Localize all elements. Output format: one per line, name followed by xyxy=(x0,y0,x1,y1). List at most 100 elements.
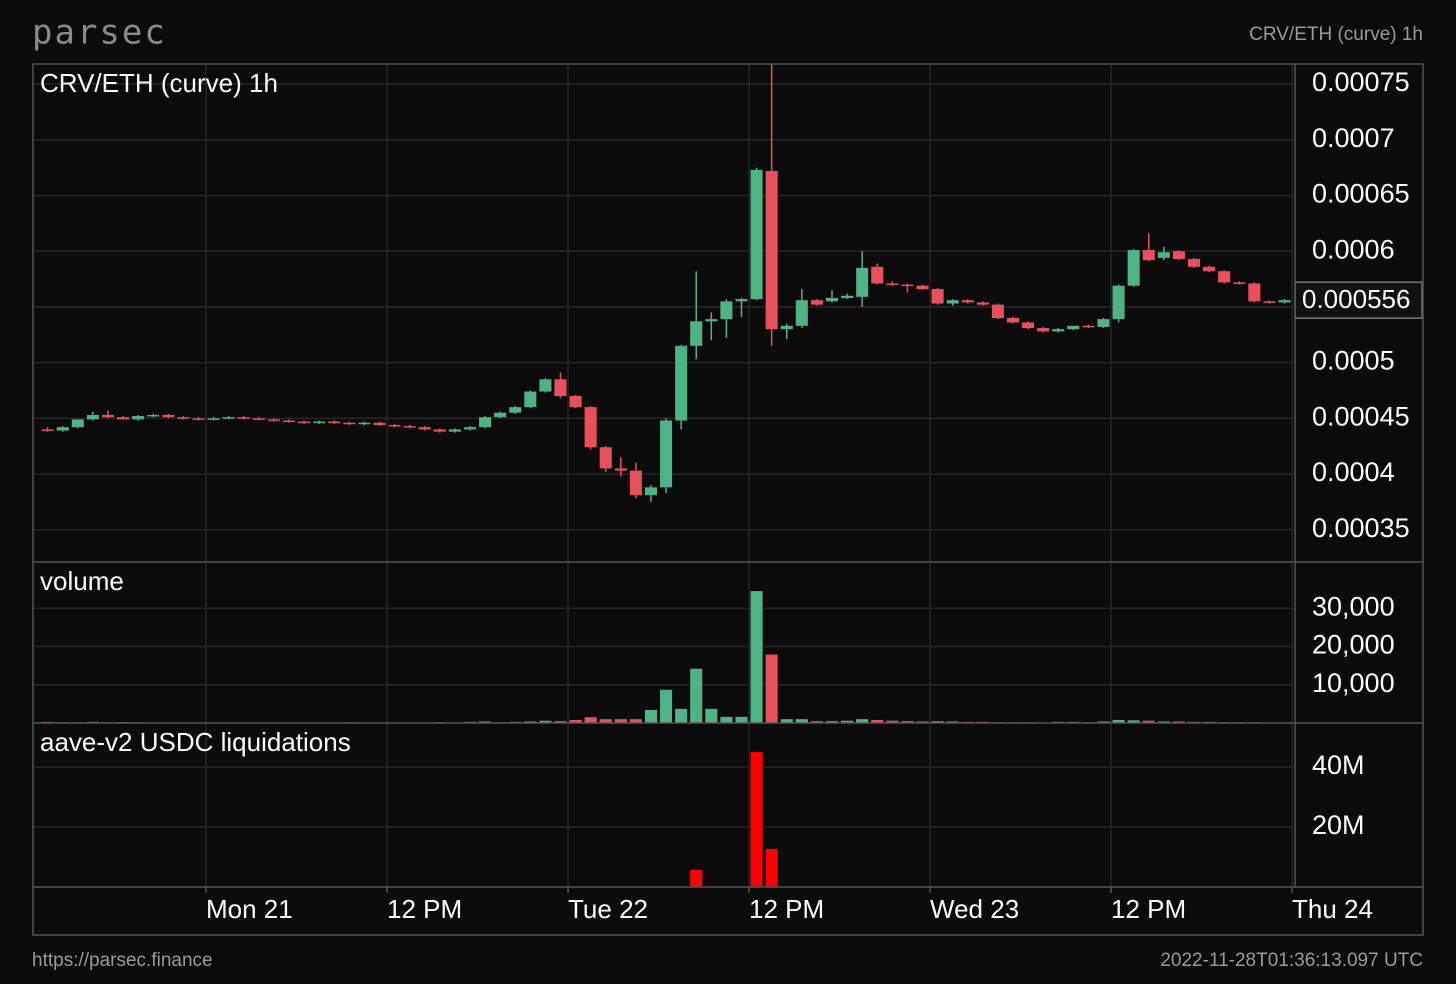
panel xyxy=(33,64,1294,562)
volume-bar xyxy=(1172,721,1185,723)
candle-body xyxy=(479,417,492,428)
y-tick-label: 0.0005 xyxy=(1312,346,1395,376)
x-tick-label: Mon 21 xyxy=(206,894,293,924)
x-tick-label: Thu 24 xyxy=(1292,894,1373,924)
volume-bar xyxy=(599,719,612,723)
candle-body xyxy=(448,429,461,432)
candle-body xyxy=(1172,251,1185,259)
y-tick-label: 0.0006 xyxy=(1312,234,1395,264)
candle-body xyxy=(569,396,582,408)
candle-body xyxy=(1082,325,1095,328)
y-tick-label: 40M xyxy=(1312,750,1365,780)
volume-bar xyxy=(1097,721,1110,723)
x-tick-label: Wed 23 xyxy=(930,894,1019,924)
volume-bar xyxy=(675,708,688,723)
candle-body xyxy=(403,426,416,428)
y-tick-label: 0.00075 xyxy=(1312,67,1410,97)
y-tick-label: 10,000 xyxy=(1312,668,1395,698)
candle-body xyxy=(252,418,265,420)
candle-body xyxy=(554,379,567,396)
candle-body xyxy=(901,284,914,287)
candle-body xyxy=(584,407,597,448)
candle-body xyxy=(343,422,356,425)
candle-body xyxy=(886,283,899,285)
volume-bar xyxy=(886,720,899,723)
volume-bar xyxy=(931,721,944,723)
candle-body xyxy=(690,321,703,346)
candle-body xyxy=(825,297,839,302)
candle-body xyxy=(463,427,477,430)
x-tick-label: 12 PM xyxy=(1111,894,1186,924)
candle-body xyxy=(946,300,959,304)
candle-body xyxy=(1052,329,1065,332)
candle-body xyxy=(41,429,54,431)
panel-title: aave-v2 USDC liquidations xyxy=(40,727,351,757)
candle-body xyxy=(86,414,99,420)
candle-body xyxy=(328,421,341,424)
volume-bar xyxy=(554,721,567,723)
liquidation-bar xyxy=(690,869,703,887)
candle-body xyxy=(1037,328,1050,332)
volume-bar xyxy=(810,721,823,723)
liquidation-bar xyxy=(765,848,778,887)
y-tick-label: 20M xyxy=(1312,810,1365,840)
candle-body xyxy=(795,300,808,326)
candle-body xyxy=(388,424,401,427)
candle-body xyxy=(1022,322,1035,329)
candle-body xyxy=(177,417,190,419)
candle-body xyxy=(222,417,235,419)
candle-body xyxy=(237,417,250,419)
candle-body xyxy=(358,422,371,425)
volume-bar xyxy=(916,721,929,723)
candle-body xyxy=(660,420,673,488)
volume-bar xyxy=(780,719,793,723)
candle-body xyxy=(1248,283,1261,302)
candle-body xyxy=(1097,319,1110,327)
y-tick-label: 20,000 xyxy=(1312,630,1395,660)
candle-body xyxy=(599,447,612,469)
candle-body xyxy=(313,421,326,424)
volume-bar xyxy=(1112,719,1125,723)
volume-bar xyxy=(569,719,582,723)
candle-body xyxy=(1218,271,1231,283)
volume-bar xyxy=(795,719,808,723)
candle-body xyxy=(192,418,205,420)
volume-bar xyxy=(825,721,839,723)
y-tick-label: 0.00045 xyxy=(1312,401,1410,431)
candle-body xyxy=(373,422,386,425)
candle-body xyxy=(117,417,130,420)
candle-body xyxy=(856,267,869,297)
volume-bar xyxy=(1127,720,1140,723)
candle-body xyxy=(750,169,763,300)
volume-bar xyxy=(584,717,597,723)
plots: 0.000350.00040.000450.00050.000550.00060… xyxy=(33,64,1423,924)
candle-body xyxy=(132,416,145,420)
volume-bar xyxy=(629,719,642,723)
candle-body xyxy=(916,285,929,290)
volume-bar xyxy=(1157,721,1170,723)
volume-bar xyxy=(735,716,748,723)
candle-body xyxy=(1278,300,1291,303)
candle-body xyxy=(539,379,552,392)
candle-body xyxy=(1067,325,1080,330)
candle-body xyxy=(71,419,84,428)
candle-body xyxy=(675,345,688,421)
volume-bar xyxy=(901,721,914,723)
candle-body xyxy=(433,429,446,432)
candle-body xyxy=(629,470,642,496)
candle-body xyxy=(282,420,296,423)
volume-bar xyxy=(539,720,552,723)
volume-bar xyxy=(841,720,854,723)
volume-bar xyxy=(856,719,869,723)
liquidation-bar xyxy=(750,752,763,887)
candle-body xyxy=(976,302,989,305)
last-price-label: 0.000556 xyxy=(1302,284,1410,314)
x-tick-label: Tue 22 xyxy=(568,894,648,924)
candle-body xyxy=(1157,252,1170,258)
panel-title: CRV/ETH (curve) 1h xyxy=(40,68,278,98)
volume-bar xyxy=(660,689,673,723)
x-tick-label: 12 PM xyxy=(749,894,824,924)
volume-bar xyxy=(871,719,884,723)
